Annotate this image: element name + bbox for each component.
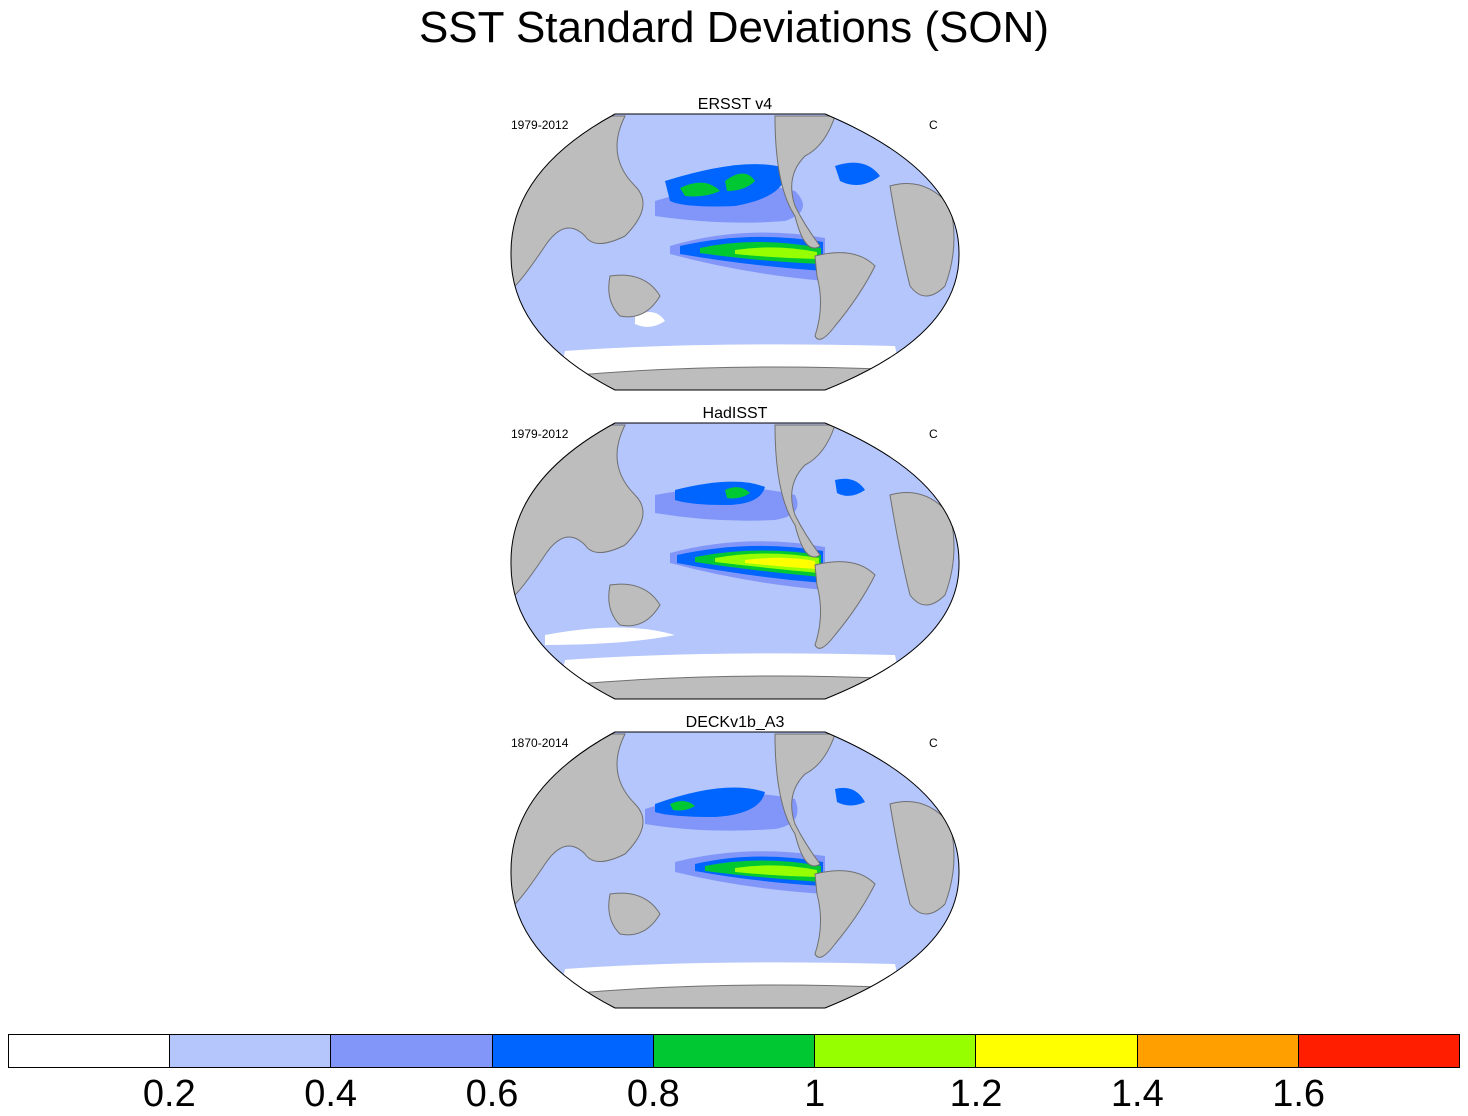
- colorbar-swatch: [653, 1035, 816, 1067]
- colorbar-swatch: [331, 1035, 493, 1067]
- panel-title: DECKv1b_A3: [685, 714, 785, 731]
- map-hadisst: [510, 422, 960, 700]
- colorbar-tick-label: 1: [804, 1073, 826, 1115]
- colorbar-swatch: [9, 1035, 171, 1067]
- colorbar-swatch: [976, 1035, 1138, 1067]
- panel-units: C: [929, 118, 938, 132]
- page-title: SST Standard Deviations (SON): [418, 3, 1050, 52]
- colorbar-swatch: [492, 1035, 654, 1067]
- colorbar-swatch: [1298, 1035, 1459, 1067]
- map-deck: [510, 731, 960, 1009]
- colorbar-tick-label: 0.2: [142, 1073, 196, 1115]
- colorbar-swatch: [170, 1035, 332, 1067]
- panel-years: 1870-2014: [511, 736, 569, 750]
- colorbar-tick-label: 1.6: [1272, 1073, 1326, 1115]
- colorbar-tick-label: 0.8: [626, 1073, 680, 1115]
- colorbar-tick-label: 0.6: [465, 1073, 519, 1115]
- panel-years: 1979-2012: [511, 118, 569, 132]
- colorbar-swatch: [815, 1035, 977, 1067]
- map-panel-ersst: ERSST v4 1979-2012 C: [505, 96, 965, 396]
- map-panel-deck: DECKv1b_A3 1870-2014 C: [505, 714, 965, 1014]
- colorbar-tick-label: 0.4: [304, 1073, 358, 1115]
- map-panel-hadisst: HadISST 1979-2012 C: [505, 405, 965, 705]
- colorbar-swatch: [1137, 1035, 1299, 1067]
- colorbar: [8, 1034, 1460, 1068]
- map-ersst: [510, 113, 960, 391]
- colorbar-tick-label: 1.2: [949, 1073, 1003, 1115]
- panel-years: 1979-2012: [511, 427, 569, 441]
- panel-units: C: [929, 736, 938, 750]
- panel-units: C: [929, 427, 938, 441]
- colorbar-tick-label: 1.4: [1110, 1073, 1164, 1115]
- panel-title: HadISST: [702, 405, 768, 422]
- panel-title: ERSST v4: [697, 96, 773, 113]
